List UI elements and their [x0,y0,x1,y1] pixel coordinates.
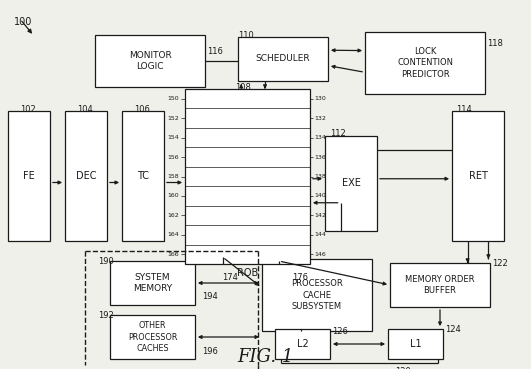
Bar [95,35,205,87]
Text: 144: 144 [314,232,326,237]
Text: OTHER
PROCESSOR
CACHES: OTHER PROCESSOR CACHES [128,321,177,353]
Text: 146: 146 [314,252,326,257]
Text: PROCESSOR
CACHE
SUBSYSTEM: PROCESSOR CACHE SUBSYSTEM [291,279,343,311]
Bar [275,329,330,359]
Text: 106: 106 [134,105,150,114]
Bar [185,89,310,264]
Text: LOCK
CONTENTION
PREDICTOR: LOCK CONTENTION PREDICTOR [397,47,453,79]
Text: 158: 158 [167,174,179,179]
Text: 112: 112 [330,129,346,138]
Text: 136: 136 [314,155,326,159]
Bar [238,37,328,81]
Text: 142: 142 [314,213,326,218]
Text: 120: 120 [395,367,411,369]
Text: 126: 126 [332,327,348,336]
Bar [110,261,195,305]
Text: 124: 124 [445,325,461,334]
Text: 134: 134 [314,135,326,140]
Text: 118: 118 [487,39,503,48]
Bar [388,329,443,359]
Text: 102: 102 [20,105,36,114]
Text: 130: 130 [314,96,326,101]
Bar [8,111,50,241]
Text: 138: 138 [314,174,326,179]
Bar [110,315,195,359]
Text: FE: FE [23,171,35,181]
Bar [390,263,490,307]
Text: L2: L2 [297,339,309,349]
Text: 114: 114 [456,105,472,114]
Text: MONITOR
LOGIC: MONITOR LOGIC [129,51,172,71]
Text: SYSTEM
MEMORY: SYSTEM MEMORY [133,273,172,293]
Text: 192: 192 [98,311,114,320]
Bar [452,111,504,241]
Text: 108: 108 [235,83,251,92]
Bar [65,111,107,241]
Bar [325,136,377,231]
Text: 156: 156 [167,155,179,159]
Text: MEMORY ORDER
BUFFER: MEMORY ORDER BUFFER [405,275,475,296]
Text: 162: 162 [167,213,179,218]
Text: 110: 110 [238,31,254,40]
Text: 150: 150 [167,96,179,101]
Text: 140: 140 [314,193,326,199]
Text: 196: 196 [202,347,218,356]
Text: EXE: EXE [341,179,361,189]
Text: 190: 190 [98,257,114,266]
Text: 122: 122 [492,259,508,268]
Bar [122,111,164,241]
Bar [365,32,485,94]
Text: 176: 176 [292,273,308,282]
Text: 116: 116 [207,47,223,56]
Text: FIG. 1: FIG. 1 [237,348,294,366]
Text: 154: 154 [167,135,179,140]
Text: 152: 152 [167,115,179,121]
Bar [262,259,372,331]
Text: 166: 166 [167,252,179,257]
Text: 132: 132 [314,115,326,121]
Text: 100: 100 [14,17,32,27]
Text: L1: L1 [410,339,421,349]
Text: 174: 174 [222,273,238,282]
Text: 160: 160 [167,193,179,199]
Text: 194: 194 [202,292,218,301]
Text: 104: 104 [77,105,93,114]
Text: DEC: DEC [76,171,96,181]
Text: 164: 164 [167,232,179,237]
Text: RET: RET [468,171,487,181]
Text: TC: TC [137,171,149,181]
Text: ROB: ROB [237,268,258,278]
Text: SCHEDULER: SCHEDULER [256,55,310,63]
